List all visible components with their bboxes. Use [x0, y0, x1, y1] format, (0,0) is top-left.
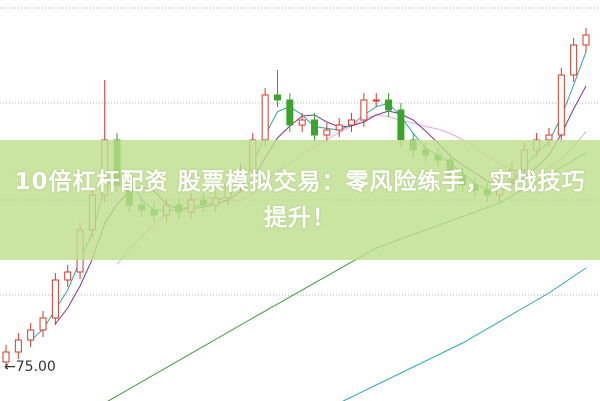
- candle-body: [27, 329, 35, 341]
- banner-title: 10倍杠杆配资 股票模拟交易：零风险练手，实战技巧提升！: [14, 169, 586, 231]
- candle-body: [286, 99, 294, 126]
- candle-body: [64, 271, 72, 281]
- candle-body: [385, 99, 393, 111]
- candle-body: [582, 34, 590, 46]
- candle-body: [14, 339, 22, 353]
- moving-average-line: [342, 267, 587, 401]
- candle-body: [397, 109, 405, 141]
- candle-body: [372, 99, 380, 102]
- candle-body: [570, 44, 578, 76]
- candle-body: [335, 124, 343, 131]
- candle-body: [51, 279, 59, 319]
- candle-body: [2, 351, 10, 363]
- candle-body: [348, 119, 356, 126]
- price-marker-label: ←75.00: [4, 359, 56, 375]
- candle-body: [323, 129, 331, 136]
- candle-body: [298, 119, 306, 126]
- article-banner: 10倍杠杆配资 股票模拟交易：零风险练手，实战技巧提升！: [0, 140, 600, 260]
- candle-body: [311, 119, 319, 136]
- candle-body: [273, 94, 281, 101]
- candle-body: [557, 74, 565, 136]
- candle-body: [360, 99, 368, 121]
- candle-body: [39, 317, 47, 331]
- candle-body: [261, 94, 269, 141]
